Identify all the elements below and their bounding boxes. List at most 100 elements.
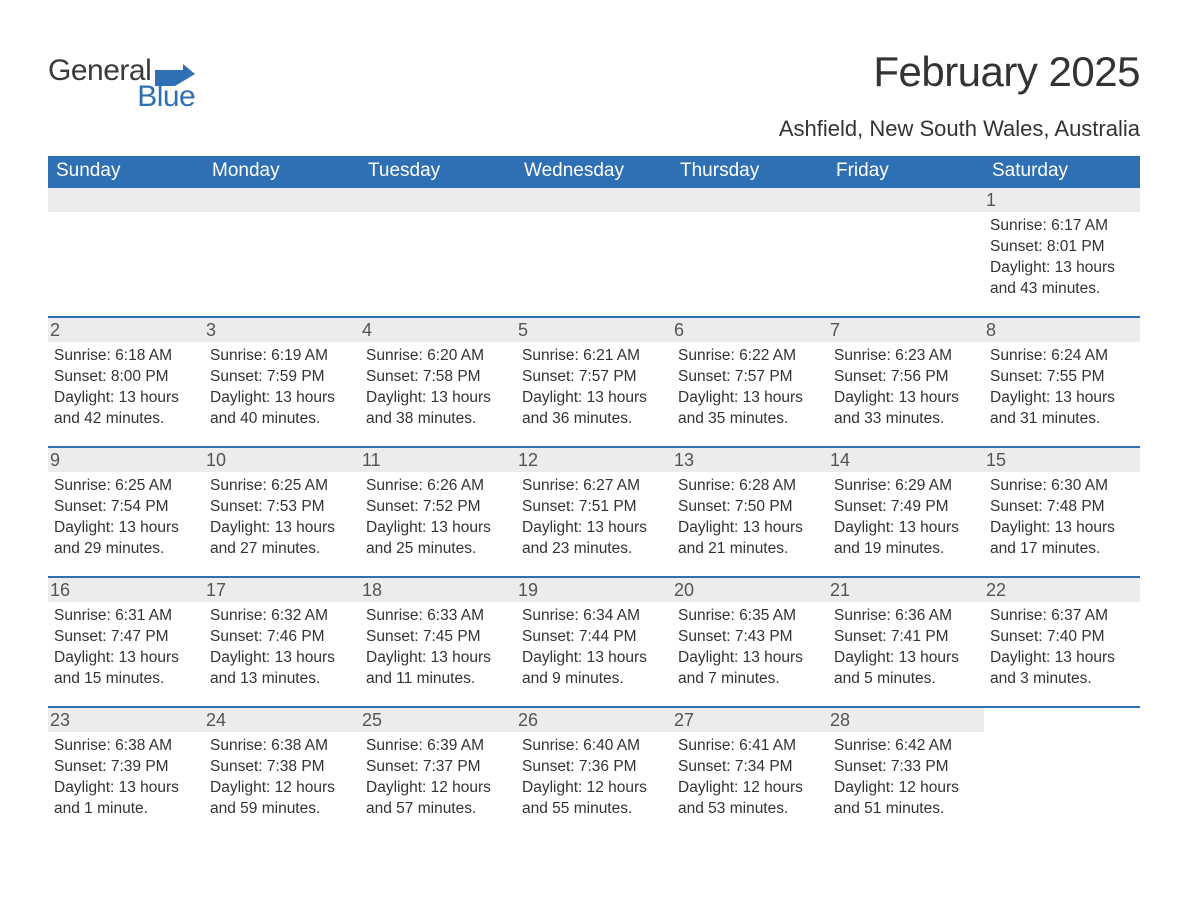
day-cell: 11Sunrise: 6:26 AMSunset: 7:52 PMDayligh…: [360, 448, 516, 576]
day-details: Sunrise: 6:17 AMSunset: 8:01 PMDaylight:…: [990, 216, 1134, 300]
sunrise-text: Sunrise: 6:19 AM: [210, 346, 354, 367]
sunset-text: Sunset: 8:00 PM: [54, 367, 198, 388]
sunrise-text: Sunrise: 6:17 AM: [990, 216, 1134, 237]
day-number: [516, 188, 672, 212]
day-number: 1: [984, 188, 1140, 212]
day-cell: [204, 188, 360, 316]
day-details: Sunrise: 6:29 AMSunset: 7:49 PMDaylight:…: [834, 476, 978, 560]
daylight-text: Daylight: 13 hours and 11 minutes.: [366, 648, 510, 690]
weekday-header: Friday: [828, 156, 984, 188]
day-cell: 14Sunrise: 6:29 AMSunset: 7:49 PMDayligh…: [828, 448, 984, 576]
sunset-text: Sunset: 7:44 PM: [522, 627, 666, 648]
day-cell: 3Sunrise: 6:19 AMSunset: 7:59 PMDaylight…: [204, 318, 360, 446]
day-number: 27: [672, 708, 828, 732]
weekday-header: Sunday: [48, 156, 204, 188]
day-cell: 15Sunrise: 6:30 AMSunset: 7:48 PMDayligh…: [984, 448, 1140, 576]
day-number: 16: [48, 578, 204, 602]
sunset-text: Sunset: 7:51 PM: [522, 497, 666, 518]
day-number: 25: [360, 708, 516, 732]
daylight-text: Daylight: 13 hours and 27 minutes.: [210, 518, 354, 560]
day-cell: 12 Sunrise: 6:27 AMSunset: 7:51 PMDayligh…: [516, 448, 672, 576]
day-number: 12: [516, 448, 672, 472]
day-details: Sunrise: 6:35 AMSunset: 7:43 PMDaylight:…: [678, 606, 822, 690]
day-number: 5: [516, 318, 672, 342]
daylight-text: Daylight: 12 hours and 57 minutes.: [366, 778, 510, 820]
sunrise-text: Sunrise: 6:37 AM: [990, 606, 1134, 627]
weekday-header: Monday: [204, 156, 360, 188]
daylight-text: Daylight: 13 hours and 17 minutes.: [990, 518, 1134, 560]
sunrise-text: Sunrise: 6:30 AM: [990, 476, 1134, 497]
day-details: Sunrise: 6:34 AMSunset: 7:44 PMDaylight:…: [522, 606, 666, 690]
day-details: Sunrise: 6:32 AMSunset: 7:46 PMDaylight:…: [210, 606, 354, 690]
sunrise-text: Sunrise: 6:21 AM: [522, 346, 666, 367]
sunset-text: Sunset: 7:40 PM: [990, 627, 1134, 648]
day-cell: 6Sunrise: 6:22 AMSunset: 7:57 PMDaylight…: [672, 318, 828, 446]
day-number: 19: [516, 578, 672, 602]
daylight-text: Daylight: 13 hours and 35 minutes.: [678, 388, 822, 430]
day-number: 8: [984, 318, 1140, 342]
day-cell: 28Sunrise: 6:42 AMSunset: 7:33 PMDayligh…: [828, 708, 984, 836]
day-number: [48, 188, 204, 212]
sunset-text: Sunset: 7:39 PM: [54, 757, 198, 778]
daylight-text: Daylight: 13 hours and 9 minutes.: [522, 648, 666, 690]
day-cell: 16Sunrise: 6:31 AMSunset: 7:47 PMDayligh…: [48, 578, 204, 706]
day-details: Sunrise: 6:25 AMSunset: 7:53 PMDaylight:…: [210, 476, 354, 560]
sunrise-text: Sunrise: 6:34 AM: [522, 606, 666, 627]
day-details: Sunrise: 6:22 AMSunset: 7:57 PMDaylight:…: [678, 346, 822, 430]
day-number: [204, 188, 360, 212]
sunrise-text: Sunrise: 6:23 AM: [834, 346, 978, 367]
day-cell: 5Sunrise: 6:21 AMSunset: 7:57 PMDaylight…: [516, 318, 672, 446]
daylight-text: Daylight: 13 hours and 23 minutes.: [522, 518, 666, 560]
sunrise-text: Sunrise: 6:22 AM: [678, 346, 822, 367]
sunrise-text: Sunrise: 6:26 AM: [366, 476, 510, 497]
day-cell: 4Sunrise: 6:20 AMSunset: 7:58 PMDaylight…: [360, 318, 516, 446]
sunset-text: Sunset: 7:50 PM: [678, 497, 822, 518]
daylight-text: Daylight: 13 hours and 15 minutes.: [54, 648, 198, 690]
weekday-header: Thursday: [672, 156, 828, 188]
sunrise-text: Sunrise: 6:36 AM: [834, 606, 978, 627]
day-cell: 22Sunrise: 6:37 AMSunset: 7:40 PMDayligh…: [984, 578, 1140, 706]
daylight-text: Daylight: 13 hours and 40 minutes.: [210, 388, 354, 430]
weekday-header: Wednesday: [516, 156, 672, 188]
day-cell: 23 Sunrise: 6:38 AMSunset: 7:39 PMDayligh…: [48, 708, 204, 836]
day-cell: [672, 188, 828, 316]
weekday-header: Tuesday: [360, 156, 516, 188]
day-details: Sunrise: 6:38 AMSunset: 7:39 PMDaylight:…: [54, 736, 198, 820]
daylight-text: Daylight: 13 hours and 31 minutes.: [990, 388, 1134, 430]
day-cell: [360, 188, 516, 316]
sunset-text: Sunset: 7:54 PM: [54, 497, 198, 518]
day-details: Sunrise: 6:28 AMSunset: 7:50 PMDaylight:…: [678, 476, 822, 560]
location-subtitle: Ashfield, New South Wales, Australia: [779, 116, 1140, 142]
sunrise-text: Sunrise: 6:41 AM: [678, 736, 822, 757]
day-number: 3: [204, 318, 360, 342]
day-cell: 21Sunrise: 6:36 AMSunset: 7:41 PMDayligh…: [828, 578, 984, 706]
day-cell: 10Sunrise: 6:25 AMSunset: 7:53 PMDayligh…: [204, 448, 360, 576]
sunrise-text: Sunrise: 6:35 AM: [678, 606, 822, 627]
day-number: 20: [672, 578, 828, 602]
daylight-text: Daylight: 13 hours and 7 minutes.: [678, 648, 822, 690]
daylight-text: Daylight: 12 hours and 51 minutes.: [834, 778, 978, 820]
sunset-text: Sunset: 7:45 PM: [366, 627, 510, 648]
day-details: Sunrise: 6:27 AMSunset: 7:51 PMDaylight:…: [522, 476, 666, 560]
daylight-text: Daylight: 12 hours and 59 minutes.: [210, 778, 354, 820]
sunrise-text: Sunrise: 6:25 AM: [210, 476, 354, 497]
sunset-text: Sunset: 7:38 PM: [210, 757, 354, 778]
day-number: 2: [48, 318, 204, 342]
daylight-text: Daylight: 13 hours and 5 minutes.: [834, 648, 978, 690]
day-cell: 2Sunrise: 6:18 AMSunset: 8:00 PMDaylight…: [48, 318, 204, 446]
calendar-week-row: 9Sunrise: 6:25 AMSunset: 7:54 PMDaylight…: [48, 446, 1140, 576]
day-details: Sunrise: 6:38 AMSunset: 7:38 PMDaylight:…: [210, 736, 354, 820]
sunset-text: Sunset: 7:33 PM: [834, 757, 978, 778]
sunrise-text: Sunrise: 6:42 AM: [834, 736, 978, 757]
calendar-week-row: 2Sunrise: 6:18 AMSunset: 8:00 PMDaylight…: [48, 316, 1140, 446]
daylight-text: Daylight: 13 hours and 38 minutes.: [366, 388, 510, 430]
sunrise-text: Sunrise: 6:38 AM: [210, 736, 354, 757]
day-details: Sunrise: 6:30 AMSunset: 7:48 PMDaylight:…: [990, 476, 1134, 560]
day-cell: [48, 188, 204, 316]
weeks-container: 1 Sunrise: 6:17 AMSunset: 8:01 PMDaylight…: [48, 188, 1140, 836]
sunset-text: Sunset: 7:37 PM: [366, 757, 510, 778]
day-number: 22: [984, 578, 1140, 602]
day-number: 23: [48, 708, 204, 732]
day-number: 21: [828, 578, 984, 602]
day-cell: 20 Sunrise: 6:35 AMSunset: 7:43 PMDayligh…: [672, 578, 828, 706]
